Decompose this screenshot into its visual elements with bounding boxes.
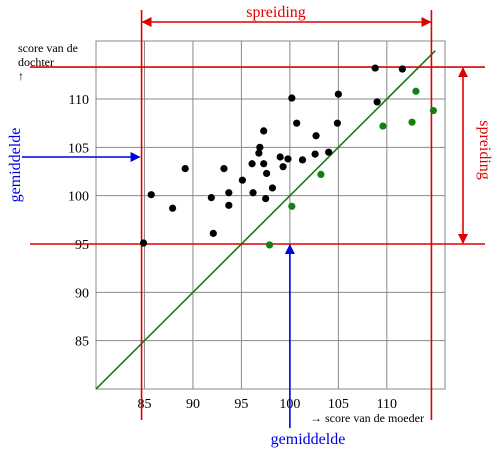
data-point-black [284, 155, 292, 163]
data-point-black [293, 119, 301, 127]
y-axis-label-line2: dochter [18, 55, 54, 69]
reference-lines [30, 10, 485, 420]
data-point-black [262, 194, 270, 203]
data-point-black [249, 189, 257, 197]
data-point-black [248, 160, 256, 168]
data-point-black [325, 148, 333, 156]
data-point-black [263, 169, 271, 178]
y-axis-label-arrow: ↑ [18, 69, 24, 83]
data-point-black [225, 189, 233, 197]
x-tick-label: 95 [234, 397, 248, 412]
data-point-black [147, 191, 155, 199]
y-tick-label: 105 [68, 141, 89, 156]
data-point-green [265, 241, 274, 249]
y-axis-label-line1: score van de [18, 41, 78, 55]
data-point-green [429, 107, 437, 115]
gemiddelde-label-bottom: gemiddelde [271, 431, 346, 448]
data-point-green [412, 87, 420, 95]
data-point-black [334, 90, 342, 98]
data-point-black [268, 184, 277, 192]
data-point-black [373, 98, 381, 106]
data-point-green [317, 170, 325, 178]
data-point-black [298, 156, 307, 164]
data-point-black [333, 119, 341, 127]
plot-frame [95, 40, 446, 390]
data-point-black [288, 94, 296, 102]
y-tick-label: 100 [68, 190, 89, 205]
data-points [139, 64, 437, 249]
data-point-black [260, 160, 268, 168]
x-tick-label: 110 [377, 397, 397, 412]
annotations: score van de dochter ↑ → score van de mo… [7, 4, 493, 448]
x-tick-label: 85 [137, 397, 151, 412]
data-point-black [256, 143, 264, 151]
y-tick-label: 90 [75, 286, 89, 301]
data-point-black [312, 132, 320, 140]
diagonal-line-y-equals-x [95, 50, 436, 390]
data-point-black [279, 163, 287, 171]
data-point-black [207, 194, 215, 202]
data-point-black [255, 149, 263, 157]
x-tick-label: 105 [328, 397, 349, 412]
data-point-green [408, 118, 416, 126]
y-tick-label: 110 [69, 93, 89, 108]
data-point-black [276, 153, 284, 161]
data-point-black [225, 201, 233, 209]
data-point-black [398, 65, 406, 73]
diagonal-line [95, 50, 436, 390]
spreiding-label-top: spreiding [246, 4, 306, 21]
gemiddelde-label-left: gemiddelde [7, 128, 24, 203]
data-point-black [220, 165, 228, 173]
spreiding-label-right: spreiding [476, 120, 493, 180]
data-point-black [139, 239, 148, 247]
y-tick-label: 85 [75, 335, 89, 350]
y-tick-label: 95 [75, 238, 89, 253]
data-point-black [311, 150, 319, 158]
data-point-green [288, 202, 296, 210]
x-axis-label: → score van de moeder [310, 411, 424, 425]
x-tick-label: 90 [186, 397, 200, 412]
data-point-black [238, 176, 246, 184]
data-point-green [379, 122, 387, 130]
data-point-black [260, 127, 268, 135]
data-point-black [181, 165, 189, 173]
data-point-black [371, 64, 379, 72]
data-point-black [209, 229, 217, 237]
data-point-black [168, 204, 177, 212]
